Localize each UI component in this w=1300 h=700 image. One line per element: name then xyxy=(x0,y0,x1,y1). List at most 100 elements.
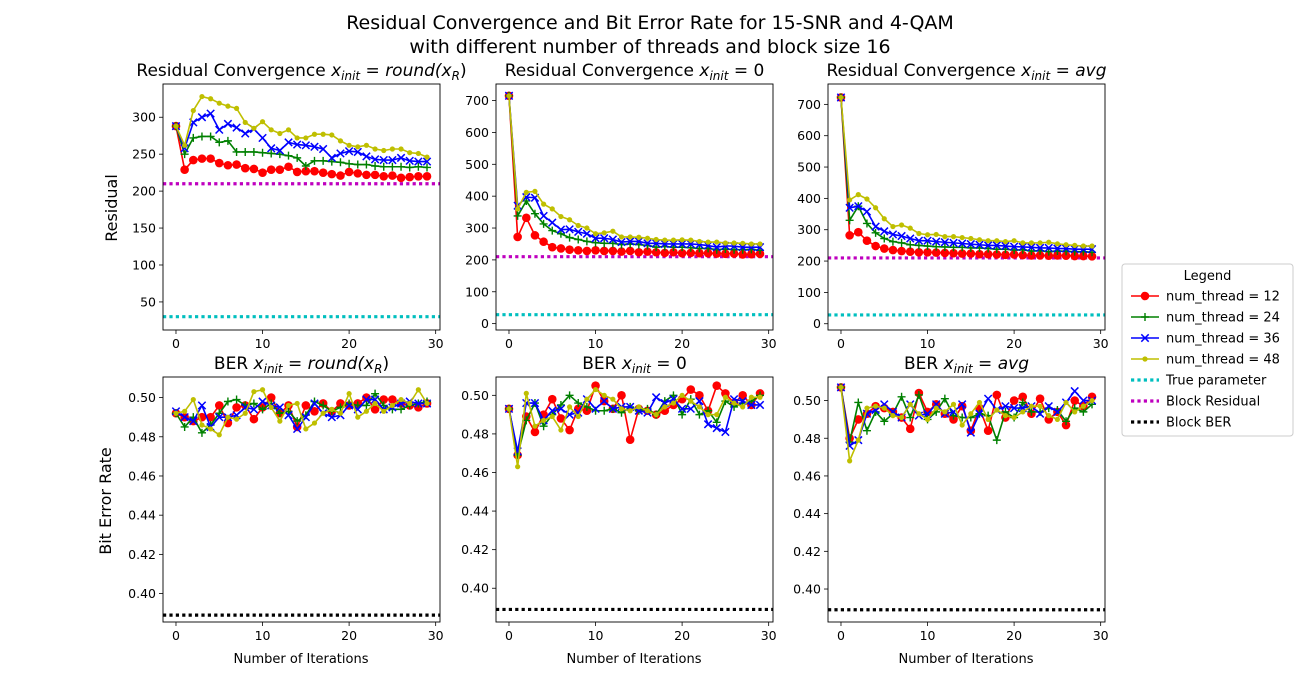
ber-avg-ytick-label: 0.42 xyxy=(793,544,821,559)
ber-avg-xtick-label: 0 xyxy=(837,628,845,643)
ber-avg-series-48-point xyxy=(1037,403,1043,409)
residual-avg-series-12-point xyxy=(879,244,889,253)
residual-avg-series-48-point xyxy=(847,197,853,203)
residual-avg-series-36-point xyxy=(845,203,854,213)
residual-avg-series-48-point xyxy=(1011,238,1017,244)
residual-round-series-36-point xyxy=(414,157,423,166)
xlabel-middle: Number of Iterations xyxy=(567,652,702,667)
residual-zero-series-24-line xyxy=(508,95,761,252)
residual-avg-series-24-point xyxy=(1044,247,1053,256)
ber-avg-series-48-point xyxy=(1072,409,1078,415)
ber-avg-series-48-point xyxy=(1002,413,1009,419)
residual-avg-series-12-point xyxy=(992,250,1002,259)
ber-zero-xtick-label: 30 xyxy=(761,628,777,643)
ber-zero-series-48-point xyxy=(627,408,633,414)
residual-round-ytick-label: 200 xyxy=(132,184,156,199)
residual-round-series-48-point xyxy=(277,130,283,137)
residual-zero-series-36-point xyxy=(556,225,566,234)
residual-zero-series-24-point xyxy=(556,229,565,238)
residual-avg-series-24-point xyxy=(992,245,1001,254)
residual-zero-series-24-point xyxy=(591,238,600,247)
residual-round-series-24-point xyxy=(293,153,302,162)
residual-zero-series-36-point xyxy=(669,239,678,249)
residual-round-series-24-point xyxy=(319,156,328,165)
residual-round-ytick-label: 100 xyxy=(132,257,156,272)
ber-round-series-48-point xyxy=(233,416,240,422)
ber-avg-series-36-line xyxy=(840,387,1093,447)
residual-avg-ytick-label: 100 xyxy=(797,285,821,300)
residual-avg-series-48-point xyxy=(855,192,861,198)
residual-zero-series-48-point xyxy=(523,189,529,195)
xlabel-right: Number of Iterations xyxy=(899,652,1034,667)
residual-round-series-24-point xyxy=(414,162,423,171)
residual-zero-series-12-point xyxy=(547,242,557,252)
residual-avg-series-48-point xyxy=(924,232,931,238)
residual-round-xtick-label: 20 xyxy=(341,336,357,351)
residual-avg-series-12-point xyxy=(1044,251,1054,261)
residual-avg-series-48-point xyxy=(1080,243,1086,249)
residual-zero-series-48-point xyxy=(549,206,555,212)
residual-round-series-48-point xyxy=(355,144,361,150)
residual-round-series-24-point xyxy=(310,156,319,165)
ber-round-ytick-label: 0.46 xyxy=(128,468,156,483)
ber-avg-series-48-point xyxy=(1011,414,1017,421)
residual-avg-series-12-point xyxy=(949,248,958,258)
ber-avg-series-48-point xyxy=(1080,403,1086,409)
ber-zero-series-36-point xyxy=(703,420,713,429)
legend-label: num_thread = 48 xyxy=(1166,353,1280,368)
ber-avg-series-48-point xyxy=(994,407,1000,413)
ber-round-series-12-point xyxy=(388,395,397,404)
residual-zero-series-24-point xyxy=(652,243,661,252)
ber-round-xtick-label: 10 xyxy=(255,628,271,643)
residual-round-series-24-point xyxy=(206,132,215,141)
residual-avg-series-12-point xyxy=(1061,251,1071,261)
legend-entry: num_thread = 48 xyxy=(1131,353,1280,368)
ber-zero-series-48-point xyxy=(714,412,720,418)
residual-avg-series-24-point xyxy=(888,237,897,246)
legend-label: Block Residual xyxy=(1166,395,1260,410)
ber-round-series-48-point xyxy=(199,422,205,428)
ber-round-series-48-point xyxy=(182,408,188,414)
residual-avg-axes-frame xyxy=(827,83,1106,331)
ber-round-series-36-point xyxy=(197,401,207,410)
ber-round-series-48-point xyxy=(320,410,326,416)
residual-zero-series-48-point xyxy=(740,240,746,246)
ber-zero-series-48-point xyxy=(566,404,573,410)
residual-round-series-48-point xyxy=(208,96,214,102)
residual-zero-title: Residual Convergence xinit = 0 xyxy=(505,61,765,83)
residual-round-series-24-point xyxy=(362,160,371,169)
residual-avg-series-12-point xyxy=(1001,250,1010,260)
residual-round-series-36-point xyxy=(292,140,302,149)
ber-avg-series-24-point xyxy=(906,413,915,422)
ber-zero-series-48-point xyxy=(592,386,599,393)
residual-avg-ytick-label: 0 xyxy=(813,316,821,331)
residual-zero-series-48-point xyxy=(515,206,521,212)
ber-round-series-24-point xyxy=(258,405,267,414)
xlabel-left: Number of Iterations xyxy=(234,652,369,667)
ber-zero-series-24-point xyxy=(669,391,678,400)
residual-zero-xtick-label: 10 xyxy=(588,336,604,351)
residual-avg-series-48-point xyxy=(916,230,922,237)
residual-round-series-12-point xyxy=(310,166,319,176)
ber-zero-series-12-point xyxy=(547,394,557,404)
residual-zero-series-12-point xyxy=(521,213,531,223)
ber-round-series-24-point xyxy=(362,401,371,410)
residual-avg-series-48-point xyxy=(881,216,887,222)
ber-round-series-36-point xyxy=(215,412,224,422)
residual-zero-ytick-label: 300 xyxy=(465,221,489,236)
residual-zero-series-12-line xyxy=(508,95,761,256)
ber-zero-series-48-point xyxy=(515,464,521,470)
figure-title-line-2: with different number of threads and blo… xyxy=(409,36,890,58)
ber-zero-series-36-point xyxy=(677,404,687,414)
residual-round-series-48-point xyxy=(303,135,309,141)
residual-round-series-12-point xyxy=(292,167,302,177)
ber-round-series-48-point xyxy=(225,414,231,420)
residual-avg-series-36-point xyxy=(940,238,950,247)
ber-avg-series-24-point xyxy=(1079,407,1088,416)
ber-round-ytick-label: 0.42 xyxy=(128,547,156,562)
legend-entry: Block BER xyxy=(1131,416,1231,431)
residual-zero-series-48-point xyxy=(618,234,625,240)
residual-round-series-12-point xyxy=(240,163,250,173)
ber-zero-series-48-point xyxy=(532,423,538,429)
ber-round-series-36-point xyxy=(310,399,319,408)
